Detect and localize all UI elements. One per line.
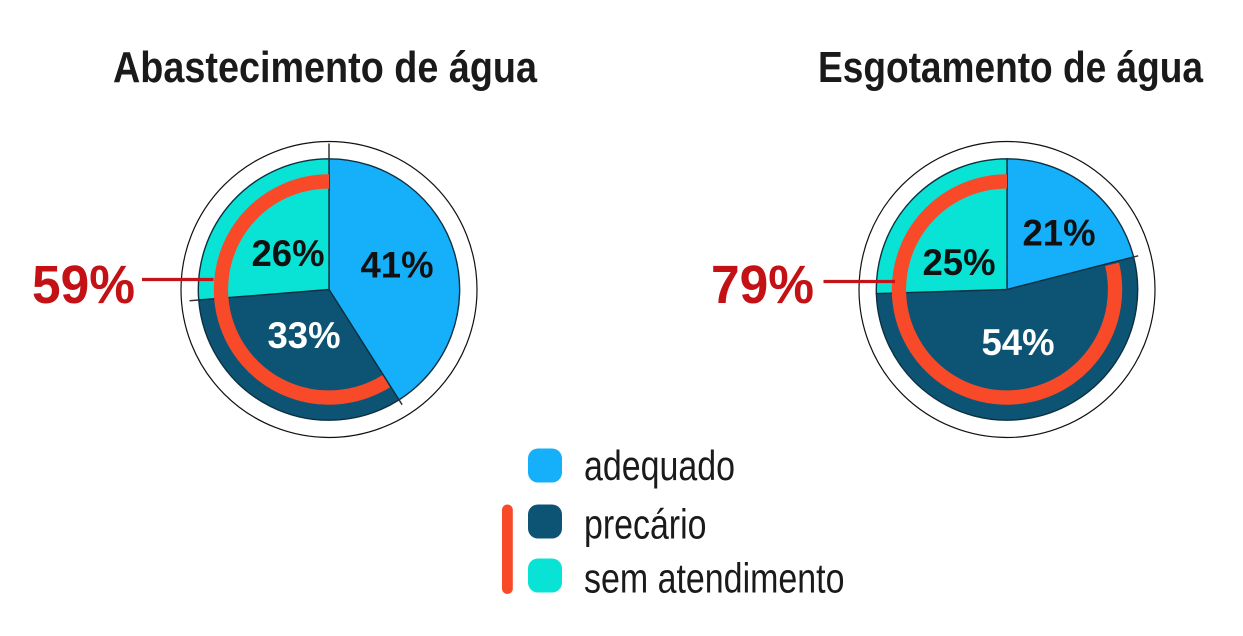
svg-text:54%: 54% [982, 322, 1055, 363]
svg-text:25%: 25% [923, 242, 996, 283]
svg-text:79%: 79% [711, 255, 814, 315]
svg-text:Esgotamento de água: Esgotamento de água [818, 43, 1203, 92]
svg-text:33%: 33% [268, 315, 341, 356]
svg-text:26%: 26% [252, 233, 325, 274]
svg-text:adequado: adequado [584, 442, 735, 489]
svg-text:59%: 59% [32, 255, 135, 315]
svg-text:41%: 41% [361, 244, 434, 285]
svg-text:21%: 21% [1023, 213, 1096, 254]
svg-text:sem atendimento: sem atendimento [584, 555, 845, 602]
svg-text:precário: precário [584, 500, 707, 547]
svg-text:Abastecimento de água: Abastecimento de água [113, 43, 537, 92]
